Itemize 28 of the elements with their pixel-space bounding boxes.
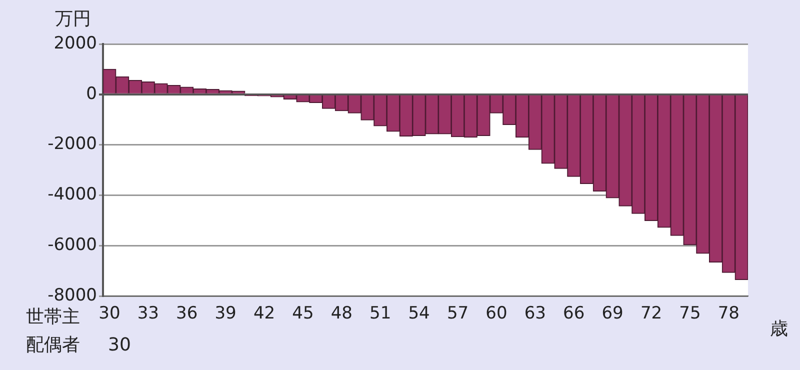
x-tick-label: 36: [176, 304, 198, 324]
x-tick-label: 69: [602, 304, 624, 324]
x-tick-label: 75: [679, 304, 701, 324]
y-tick-label: 2000: [54, 33, 97, 54]
y-axis-title: 万円: [55, 8, 91, 30]
x-tick-label: 48: [330, 304, 352, 324]
x-tick-label: 54: [408, 304, 430, 324]
x-tick-label: 39: [214, 304, 236, 324]
x-tick-label: 42: [253, 304, 276, 324]
x-tick-label: 45: [292, 304, 314, 324]
x-tick-label: 33: [137, 304, 159, 324]
y-tick-label: -6000: [48, 235, 97, 256]
y-tick-label: -8000: [48, 285, 97, 306]
x-tick-label: 63: [524, 304, 546, 324]
x-tick-label: 51: [370, 304, 392, 324]
x-tick-label: 78: [718, 304, 740, 324]
x-tick-label: 66: [563, 304, 585, 324]
text: 配偶者: [26, 334, 80, 356]
text: 世帯主: [26, 306, 80, 328]
text: 30: [108, 334, 131, 356]
y-tick-label: 0: [86, 84, 97, 104]
x-tick-label: 60: [486, 304, 508, 324]
y-tick-label: -2000: [48, 134, 97, 154]
x-axis-title: 歳: [770, 318, 788, 340]
y-tick-label: -4000: [48, 184, 97, 205]
x-tick-label: 72: [640, 304, 662, 324]
x-tick-label: 30: [98, 304, 120, 324]
x-tick-label: 57: [446, 304, 469, 324]
